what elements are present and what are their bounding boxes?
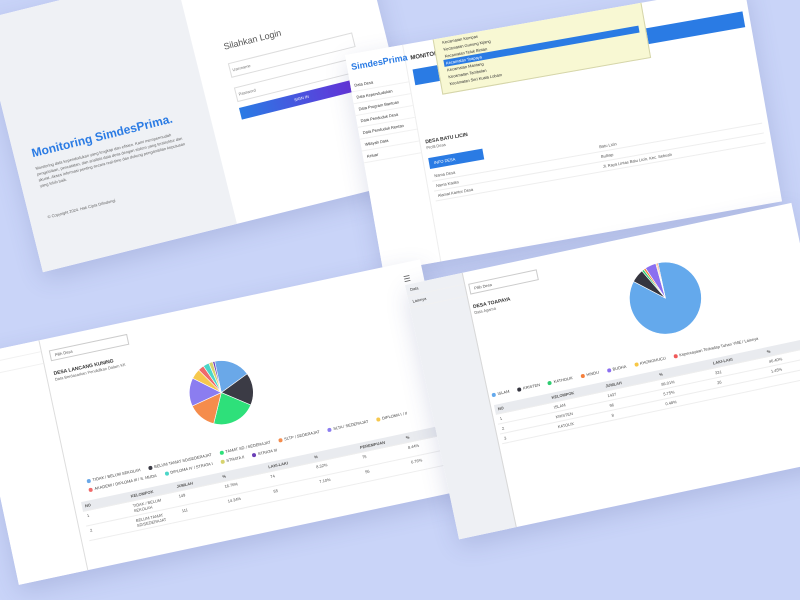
legend-item[interactable]: SLTA / SEDERAJAT (327, 419, 369, 433)
login-left-panel: Monitoring SimdesPrima. Monitoring data … (0, 0, 237, 273)
legend-item[interactable]: DIPLOMA I / II (375, 410, 408, 422)
legend-swatch (86, 478, 92, 484)
legend-item[interactable]: STRATA II (220, 454, 245, 465)
legend-swatch (277, 437, 283, 443)
legend-item[interactable]: BUDHA (606, 364, 627, 373)
legend-swatch (327, 427, 332, 433)
legend-swatch (580, 373, 586, 379)
legend-item[interactable]: KRISTEN (516, 382, 541, 392)
login-screen: Monitoring SimdesPrima. Monitoring data … (0, 0, 422, 273)
legend-label: HINDU (585, 369, 600, 378)
legend-label: STRATA III (257, 447, 278, 457)
religion-chart-screen: Data Lainnya Pilih Desa DESA TOAPAYA Dat… (405, 202, 800, 540)
legend-label: KRISTEN (522, 382, 541, 391)
religion-pie-chart (629, 261, 702, 335)
legend-swatch (673, 353, 678, 359)
login-copyright: © Copyright 2024. Hak Cipta Dilindungi (47, 197, 116, 220)
religion-table: NO KELOMPOK JUMLAH% LAKI-LAKI% 1 ISLAM 1437 86.… (493, 336, 800, 445)
village-filter[interactable]: Pilih Desa (468, 269, 539, 295)
legend-item[interactable]: KHONGHUCU (633, 355, 667, 367)
legend-swatch (516, 387, 522, 392)
legend-label: SLTA / SEDERAJAT (332, 418, 369, 432)
legend-swatch (633, 362, 639, 367)
legend-swatch (220, 459, 225, 465)
education-pie-chart (189, 360, 254, 427)
legend-label: STRATA II (225, 454, 245, 463)
legend-label: ISLAM (497, 388, 510, 397)
legend-label: SLTP / SEDERAJAT (283, 429, 321, 442)
legend-label: BUDHA (612, 363, 627, 372)
education-chart-screen: Data Lainnya Pilih Desa ☰ DESA LANCANG K… (0, 259, 469, 585)
legend-swatch (375, 417, 381, 422)
legend-swatch (547, 380, 553, 386)
legend-label: KATHOLIK (553, 375, 574, 385)
legend-item[interactable]: STRATA III (251, 447, 278, 458)
legend-swatch (147, 465, 153, 471)
pie-slice[interactable] (212, 360, 222, 393)
legend-item[interactable]: ISLAM (491, 389, 510, 398)
legend-swatch (88, 487, 94, 493)
edu-main: Pilih Desa ☰ DESA LANCANG KUNING Data Be… (46, 261, 462, 569)
religion-main: Pilih Desa DESA TOAPAYA Data Agama ISLAM… (466, 203, 800, 526)
district-dropdown[interactable]: Kecamatan Kempas Kecamatan Gunung Kijang K… (431, 0, 652, 95)
legend-label: KHONGHUCU (639, 355, 667, 366)
pie-slice[interactable] (208, 387, 254, 427)
legend-swatch (219, 450, 224, 456)
legend-swatch (606, 368, 612, 373)
pie-slice[interactable] (656, 262, 666, 299)
legend-swatch (164, 471, 169, 477)
hamburger-icon[interactable]: ☰ (402, 273, 412, 285)
legend-swatch (251, 452, 257, 458)
legend-item[interactable]: HINDU (580, 370, 599, 379)
legend-swatch (491, 392, 497, 398)
legend-item[interactable]: SLTP / SEDERAJAT (277, 429, 321, 443)
legend-item[interactable]: KATHOLIK (547, 375, 574, 386)
legend-label: DIPLOMA I / II (381, 410, 408, 421)
